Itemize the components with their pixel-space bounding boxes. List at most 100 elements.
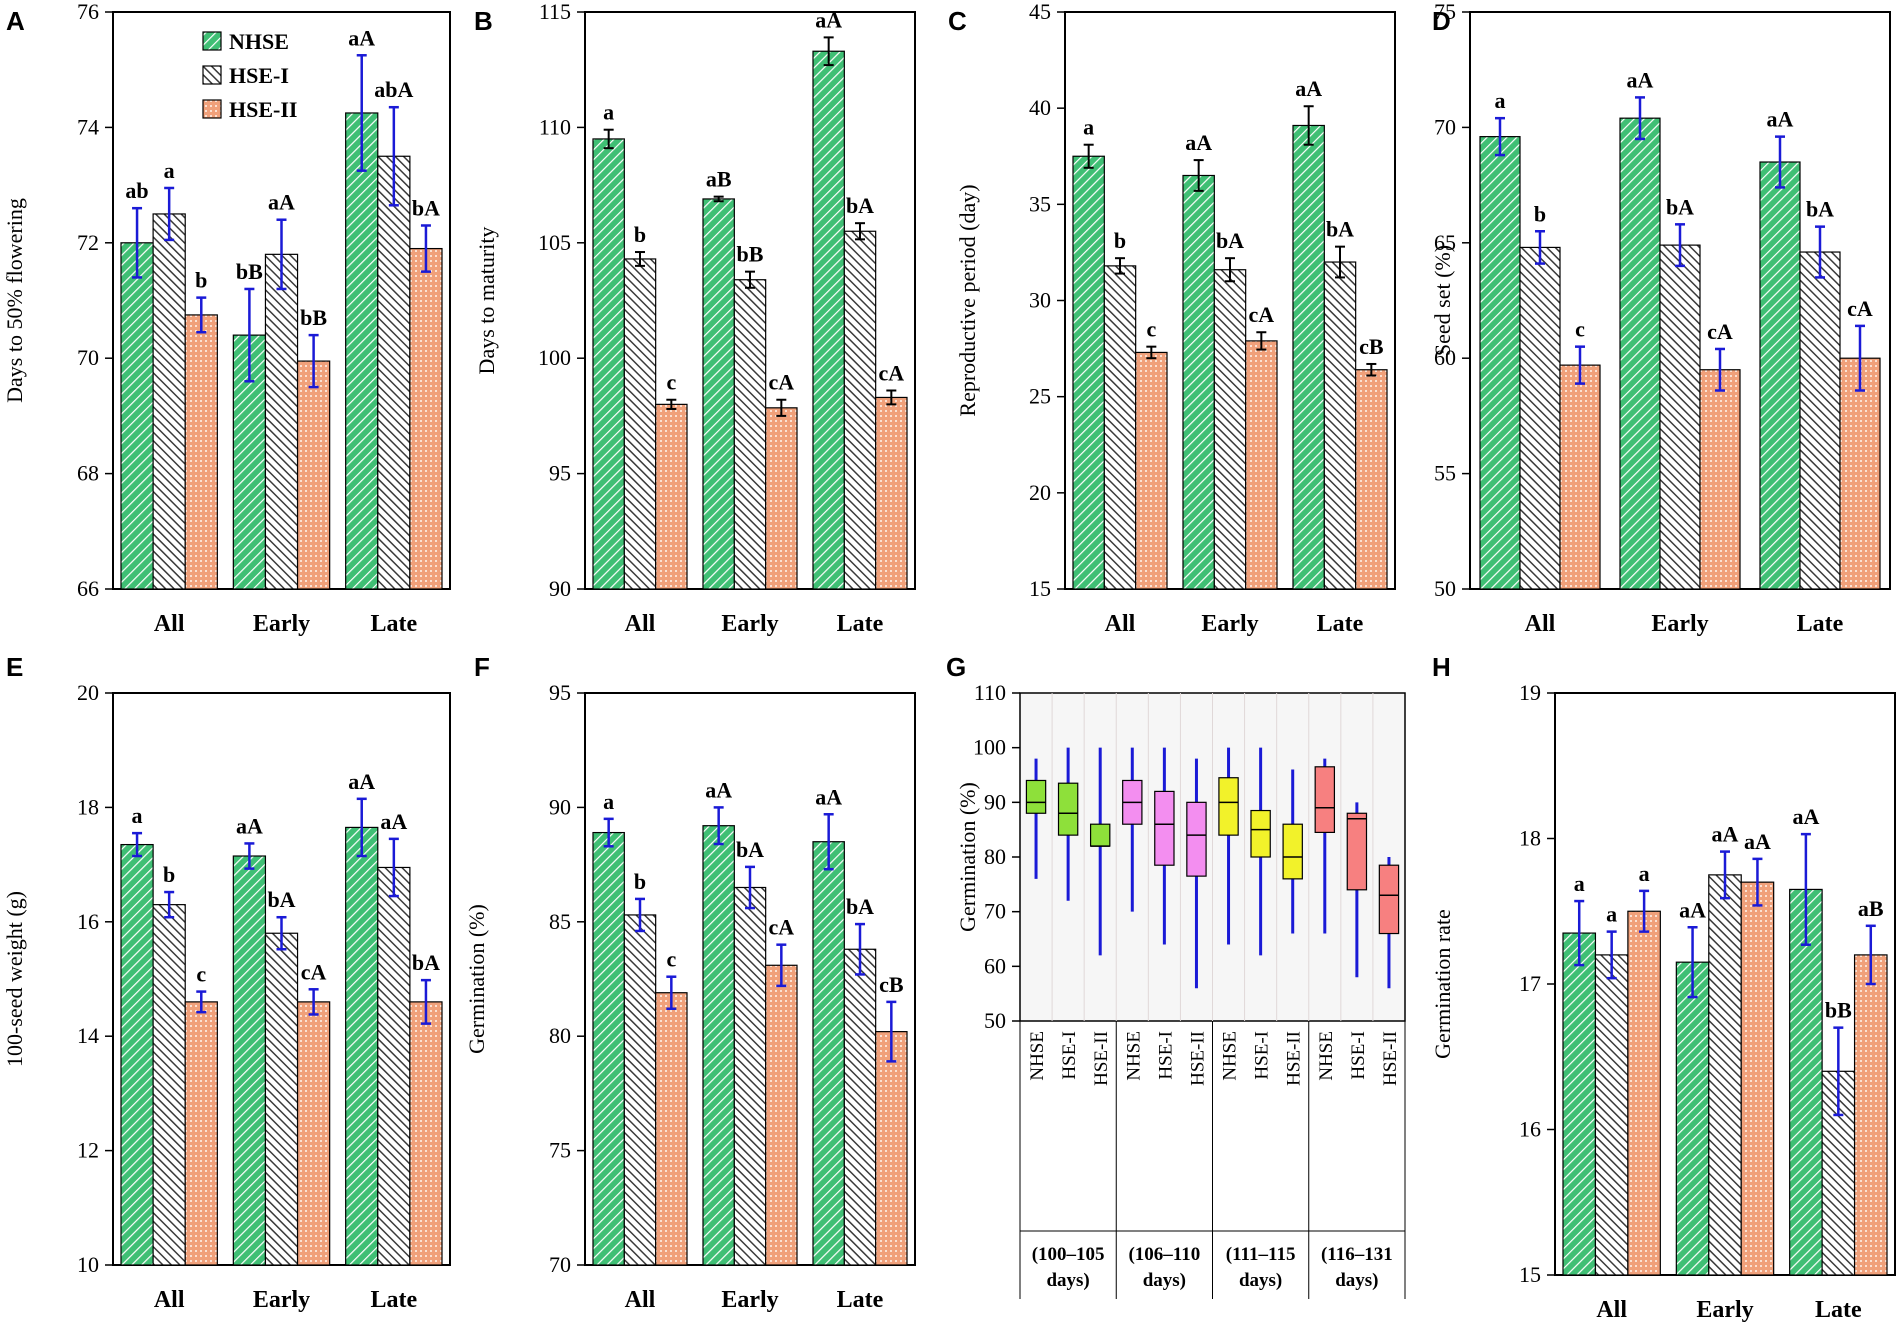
category-label: Early [1201,611,1258,637]
y-tick-label: 15 [1029,576,1051,601]
y-tick-label: 66 [77,576,99,601]
significance-label: bA [1666,194,1694,219]
category-label: Late [837,1287,884,1313]
y-tick-label: 70 [77,345,99,370]
group-label: days) [1143,1270,1186,1291]
significance-label: b [634,869,646,894]
bar-nhse [1479,136,1521,590]
significance-label: a [132,803,143,828]
y-tick-label: 76 [77,0,99,24]
significance-label: aA [705,777,732,802]
box [1025,779,1047,814]
panel-letter: D [1432,6,1451,36]
category-label: Late [1815,1297,1862,1323]
bar-hse-i [623,914,657,1266]
y-axis-label: 100-seed weight (g) [2,891,27,1067]
bar-hse-i [152,904,186,1266]
category-label: All [625,611,656,637]
y-tick-label: 80 [549,1023,571,1048]
y-tick-label: 17 [1519,971,1541,996]
significance-label: bA [267,887,295,912]
significance-label: aA [268,190,295,215]
y-tick-label: 68 [77,461,99,486]
significance-label: bA [846,894,874,919]
y-tick-label: 95 [549,461,571,486]
y-tick-label: 55 [1434,461,1456,486]
significance-label: b [1534,201,1546,226]
group-label: (100–105 [1032,1244,1105,1265]
bar-hse-i [152,213,186,590]
significance-label: bB [737,242,764,267]
significance-label: cB [1359,334,1384,359]
group-label: (111–115 [1226,1244,1296,1265]
y-tick-label: 60 [1434,345,1456,370]
bar-hse-i [1323,261,1357,590]
box-category-label: HSE-I [1059,1031,1080,1080]
category-label: All [625,1287,656,1313]
group-label: days) [1335,1270,1378,1291]
significance-label: aA [348,769,375,794]
y-tick-label: 35 [1029,191,1051,216]
significance-label: a [603,100,614,125]
y-axis-label: Days to 50% flowering [2,198,27,403]
box-category-label: HSE-II [1380,1031,1401,1086]
panel-letter: H [1432,652,1451,682]
bar-hse-ii [1627,910,1661,1276]
y-tick-label: 110 [539,114,571,139]
group-label: (106–110 [1128,1244,1200,1265]
significance-label: aA [1679,897,1706,922]
bar-nhse [1292,124,1325,590]
y-tick-label: 25 [1029,384,1051,409]
bar-hse-ii [655,403,688,590]
significance-label: cA [769,370,795,395]
y-tick-label: 70 [549,1252,571,1277]
significance-label: b [195,268,207,293]
significance-label: bB [300,305,327,330]
legend-label: HSE-II [229,97,297,122]
bar-hse-i [1799,251,1841,590]
significance-label: cA [1249,302,1275,327]
category-label: All [1525,611,1556,637]
bar-nhse [1182,174,1215,590]
bar-hse-i [733,886,767,1266]
bar-nhse [1789,888,1823,1276]
bar-hse-i [377,866,411,1266]
bar-hse-ii [1740,881,1775,1276]
bar-nhse [1072,155,1105,590]
significance-label: b [634,222,646,247]
category-label: Early [721,1287,778,1313]
bar-hse-i [264,253,299,590]
significance-label: aA [1185,130,1212,155]
y-tick-label: 16 [77,909,99,934]
significance-label: aA [815,7,842,32]
category-label: Early [721,611,778,637]
panel-letter: E [6,652,23,682]
bar-hse-i [1594,954,1629,1276]
significance-label: ab [125,178,148,203]
y-tick-label: 40 [1029,95,1051,120]
box [1089,823,1111,847]
significance-label: aA [236,813,263,838]
panel-f: F 70 75 80 85 90 95 Germination (%) All a b c Early a… [464,652,916,1313]
category-label: All [154,1287,185,1313]
panel-letter: G [946,652,966,682]
box-category-label: HSE-II [1284,1031,1305,1086]
box [1282,823,1303,880]
y-tick-label: 50 [984,1008,1006,1033]
y-axis-label: Germination rate [1430,909,1455,1059]
significance-label: bA [412,950,440,975]
bar-hse-ii [184,314,218,590]
panel-e: E 10 12 14 16 18 20 100-seed weight (g) All a b c Ea… [2,652,451,1313]
category-label: Late [371,1287,418,1313]
box [1186,801,1207,877]
significance-label: c [666,370,676,395]
y-axis-label: Germination (%) [464,904,489,1054]
panel-letter: F [474,652,490,682]
bar-hse-ii [1135,351,1168,590]
significance-label: cA [879,361,905,386]
category-label: Late [837,611,884,637]
y-tick-label: 72 [77,230,99,255]
bar-hse-ii [409,247,443,590]
significance-label: a [1574,871,1585,896]
